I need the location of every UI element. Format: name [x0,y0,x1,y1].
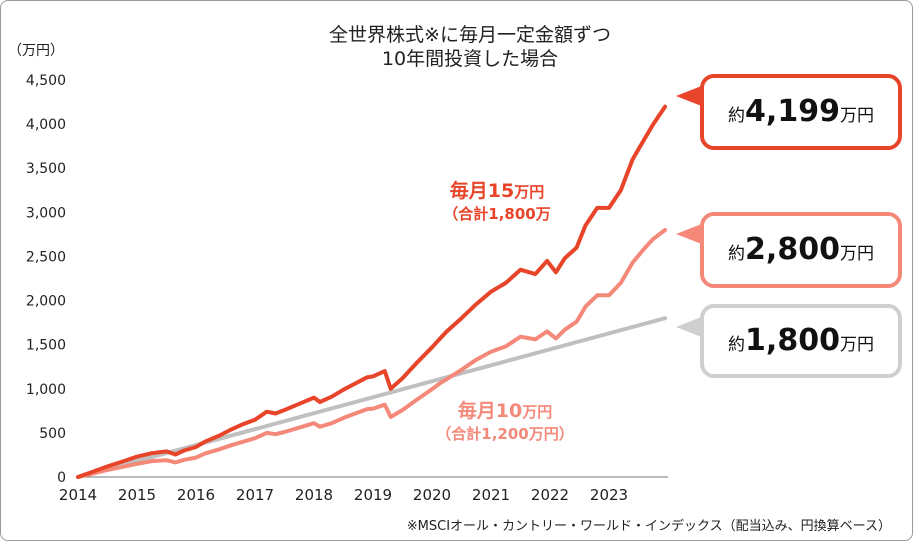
y-tick-label: 2,000 [26,294,66,310]
series-label-10-unit: 万円 [522,403,553,421]
callout-2800-value: 2,800 [745,232,840,267]
callout-4199-pointer [676,85,704,107]
y-tick-label: 4,500 [26,73,66,89]
x-tick-label: 2021 [472,486,510,504]
callout-4199: 約 4,199 万円 [700,74,902,150]
y-tick-label: 2,500 [26,249,66,265]
x-tick-label: 2018 [295,486,333,504]
x-tick-label: 2014 [59,486,97,504]
y-tick-label: 1,000 [26,382,66,398]
series-line-15 [76,104,668,479]
callout-4199-prefix: 約 [728,106,746,126]
y-tick-label: 1,500 [26,338,66,354]
callout-1800-value: 1,800 [745,323,840,358]
y-tick-label: 3,500 [26,161,66,177]
series-label-15: 毎月15万円 （合計1,800万 [412,176,582,224]
y-axis-unit: （万円） [8,43,64,59]
x-tick-label: 2019 [354,486,392,504]
series-line-10 [76,228,668,479]
source-note: ※MSCIオール・カントリー・ワールド・インデックス（配当込み、円換算ベース） [406,519,891,534]
series-label-15-total: （合計1,800万 [443,205,551,223]
x-tick-label: 2016 [177,486,215,504]
series-label-15-unit: 万円 [514,183,545,201]
series-label-10-head: 毎月10 [457,400,523,422]
x-tick-label: 2022 [531,486,569,504]
series-line-principal [76,316,668,479]
callout-2800-prefix: 約 [728,244,746,264]
callout-2800-suffix: 万円 [839,244,874,264]
callout-2800: 約 2,800 万円 [700,212,902,288]
callout-1800-prefix: 約 [728,335,746,355]
x-tick-label: 2023 [590,486,628,504]
chart-title-line1: 全世界株式※に毎月一定金額ずつ [329,24,611,46]
series-label-15-head: 毎月15 [449,180,515,202]
callout-4199-value: 4,199 [745,94,840,129]
callout-4199-suffix: 万円 [839,106,874,126]
x-tick-label: 2020 [413,486,451,504]
y-tick-label: 4,000 [26,117,66,133]
callout-2800-pointer [676,223,704,245]
y-tick-label: 3,000 [26,205,66,221]
series-label-10-total: （合計1,200万円） [436,425,574,443]
y-tick-label: 0 [57,470,66,486]
callout-1800: 約 1,800 万円 [700,304,902,378]
y-tick-label: 500 [39,426,66,442]
x-tick-label: 2015 [118,486,156,504]
x-tick-label: 2017 [236,486,274,504]
callout-1800-suffix: 万円 [839,335,874,355]
callout-1800-pointer [676,316,704,338]
series-label-10: 毎月10万円 （合計1,200万円） [420,396,590,444]
chart-title-line2: 10年間投資した場合 [381,48,559,70]
